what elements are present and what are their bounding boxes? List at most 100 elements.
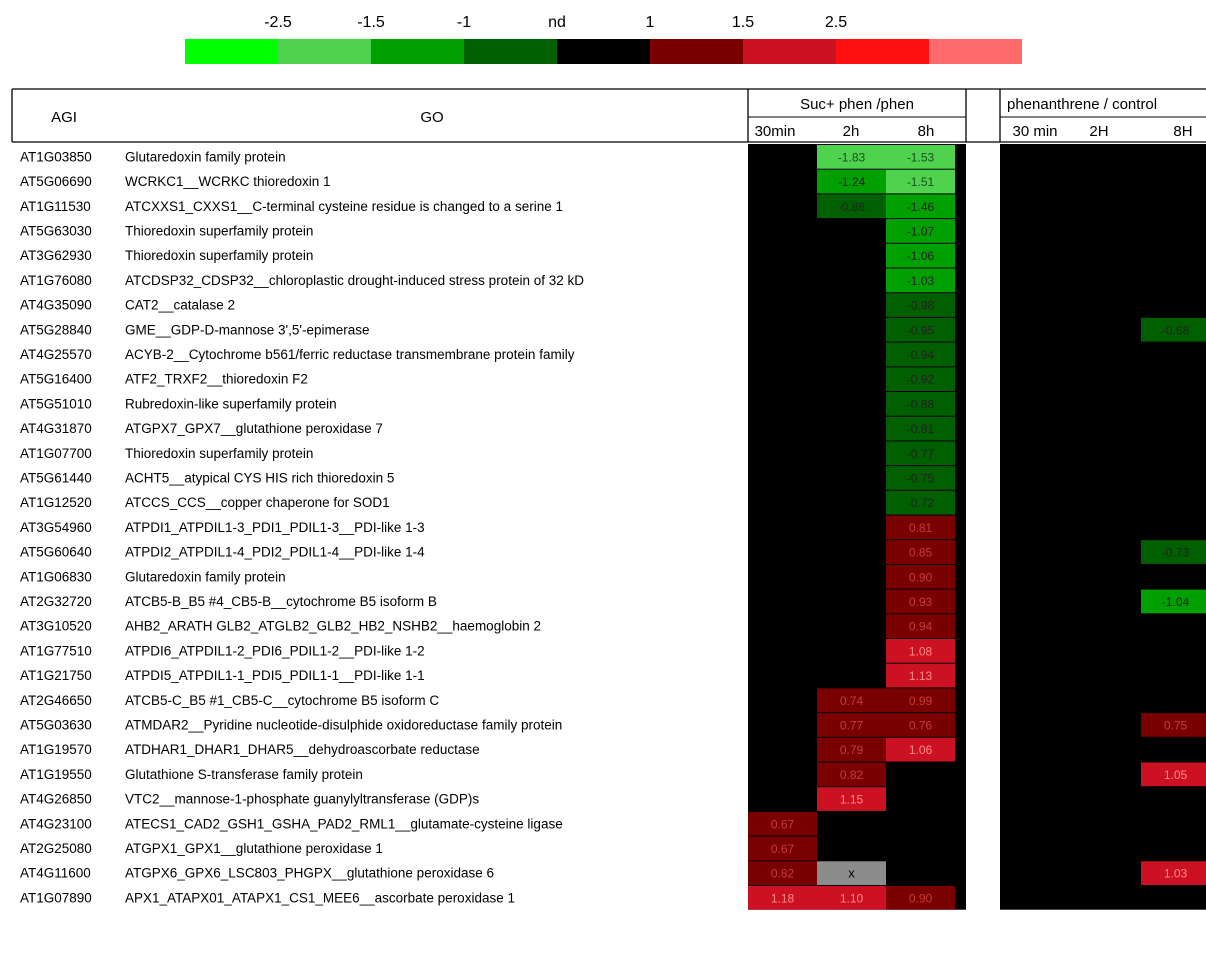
cell-value: -0.72 xyxy=(907,496,935,510)
heatmap-cell xyxy=(817,787,886,811)
go-label: VTC2__mannose-1-phosphate guanylyltransf… xyxy=(125,792,479,807)
heatmap-cell xyxy=(886,886,955,910)
cell-value: 0.79 xyxy=(840,743,864,757)
go-label: ATCDSP32_CDSP32__chloroplastic drought-i… xyxy=(125,273,584,288)
cell-value: -1.24 xyxy=(838,175,866,189)
column-label: 30min xyxy=(755,123,796,140)
agi-label: AT1G19550 xyxy=(20,767,92,782)
go-label: Rubredoxin-like superfamily protein xyxy=(125,396,337,411)
go-label: GME__GDP-D-mannose 3',5'-epimerase xyxy=(125,322,370,337)
legend-swatch xyxy=(464,39,557,64)
go-label: ATF2_TRXF2__thioredoxin F2 xyxy=(125,372,308,387)
agi-label: AT4G31870 xyxy=(20,421,92,436)
heatmap-cell xyxy=(886,293,955,317)
agi-label: AT3G54960 xyxy=(20,520,92,535)
cell-value: -1.06 xyxy=(907,249,935,263)
heatmap-cell xyxy=(886,663,955,688)
legend-label: 2.5 xyxy=(824,14,848,31)
agi-label: AT4G35090 xyxy=(20,298,92,313)
agi-label: AT1G76080 xyxy=(20,273,92,288)
legend-swatch xyxy=(836,39,929,64)
agi-label: AT1G11530 xyxy=(20,199,91,214)
go-label: APX1_ATAPX01_ATAPX1_CS1_MEE6__ascorbate … xyxy=(125,890,515,905)
cell-value: 1.18 xyxy=(771,891,795,905)
heatmap-cell xyxy=(886,145,955,169)
cell-value: 0.76 xyxy=(909,718,933,732)
agi-label: AT3G10520 xyxy=(20,619,92,634)
cell-value: 0.90 xyxy=(909,891,933,905)
cell-value: 0.75 xyxy=(1164,718,1188,732)
cell-value: 0.90 xyxy=(909,570,933,584)
go-label: Glutaredoxin family protein xyxy=(125,569,286,584)
agi-label: AT5G03630 xyxy=(20,717,92,732)
go-label: ATDHAR1_DHAR1_DHAR5__dehydroascorbate re… xyxy=(125,742,480,757)
heatmap-cell xyxy=(1141,540,1206,564)
cell-value: -0.94 xyxy=(907,348,935,362)
cell-value: 1.03 xyxy=(1164,867,1188,881)
agi-label: AT3G62930 xyxy=(20,248,92,263)
heatmap-cell xyxy=(886,441,955,466)
agi-label: AT5G51010 xyxy=(20,396,92,411)
agi-label: AT1G77510 xyxy=(20,643,92,658)
cell-value: -1.53 xyxy=(907,150,935,164)
heatmap-cell xyxy=(886,614,955,638)
go-label: Thioredoxin superfamily protein xyxy=(125,446,313,461)
go-label: ATMDAR2__Pyridine nucleotide-disulphide … xyxy=(125,717,562,732)
go-label: WCRKC1__WCRKC thioredoxin 1 xyxy=(125,174,331,189)
go-label: ATCB5-B_B5 #4_CB5-B__cytochrome B5 isofo… xyxy=(125,594,437,609)
go-label: ACYB-2__Cytochrome b561/ferric reductase… xyxy=(125,347,575,362)
heatmap-cell xyxy=(886,713,955,737)
go-label: ACHT5__atypical CYS HIS rich thioredoxin… xyxy=(125,470,394,485)
heatmap-cell xyxy=(886,540,955,564)
heatmap-cell xyxy=(1141,762,1206,787)
legend-label: -1.5 xyxy=(357,14,385,31)
agi-header: AGI xyxy=(51,109,77,126)
go-label: CAT2__catalase 2 xyxy=(125,298,235,313)
go-label: ATPDI2_ATPDIL1-4_PDI2_PDIL1-4__PDI-like … xyxy=(125,545,425,560)
color-legend: -2.5 -1.5 -1 nd 1 1.5 2.5 xyxy=(0,0,1206,70)
heatmap-cell xyxy=(748,886,817,910)
legend-label: -2.5 xyxy=(264,14,292,31)
cell-value: 1.08 xyxy=(909,644,933,658)
heatmap-cell xyxy=(1141,589,1206,614)
heatmap-cell xyxy=(886,194,955,219)
cell-value: -0.86 xyxy=(838,200,866,214)
legend-swatch xyxy=(929,39,1022,64)
agi-label: AT5G06690 xyxy=(20,174,92,189)
cell-value: -0.77 xyxy=(907,447,935,461)
group-title: phenanthrene / control xyxy=(1007,96,1157,113)
agi-label: AT2G46650 xyxy=(20,693,92,708)
cell-value: -0.73 xyxy=(1162,546,1190,560)
go-label: ATCXXS1_CXXS1__C-terminal cysteine resid… xyxy=(125,199,563,214)
agi-label: AT5G61440 xyxy=(20,470,92,485)
heatmap-cell xyxy=(1141,713,1206,737)
cell-value: 0.67 xyxy=(771,842,795,856)
agi-label: AT5G16400 xyxy=(20,372,92,387)
heatmap-cell xyxy=(886,737,955,762)
legend-label: -1 xyxy=(456,14,472,31)
heatmap-cell xyxy=(886,466,955,490)
heatmap-cell xyxy=(817,762,886,787)
cell-value: 1.10 xyxy=(840,891,864,905)
cell-value: x xyxy=(848,866,855,881)
cell-value: 0.67 xyxy=(771,817,795,831)
heatmap-cell xyxy=(748,861,817,885)
cell-value: -0.88 xyxy=(907,397,935,411)
agi-label: AT5G60640 xyxy=(20,545,92,560)
agi-label: AT1G03850 xyxy=(20,149,92,164)
heatmap-cell xyxy=(886,219,955,243)
heatmap-cell xyxy=(817,861,886,885)
heatmap-cell xyxy=(886,490,955,515)
go-label: ATCCS_CCS__copper chaperone for SOD1 xyxy=(125,495,390,510)
go-label: AHB2_ARATH GLB2_ATGLB2_GLB2_HB2_NSHB2__h… xyxy=(125,619,541,634)
heatmap-cell xyxy=(817,688,886,713)
heatmap-cell xyxy=(748,811,817,836)
heatmap-cell xyxy=(886,688,955,713)
cell-value: 1.15 xyxy=(840,793,864,807)
agi-label: AT4G23100 xyxy=(20,816,92,831)
heatmap-cell xyxy=(886,317,955,342)
cell-value: -1.03 xyxy=(907,274,935,288)
agi-label: AT5G28840 xyxy=(20,322,92,337)
column-label: 8H xyxy=(1173,123,1192,140)
